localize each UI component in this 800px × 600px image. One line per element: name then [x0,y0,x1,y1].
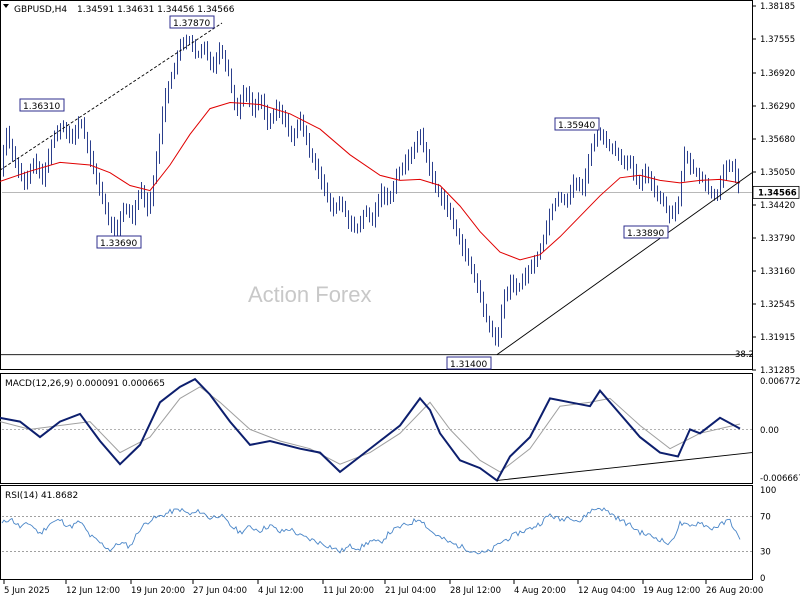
annotation-label: 1.37870 [173,19,210,29]
trendline[interactable] [0,22,223,171]
annotation-box [169,15,215,29]
rsi-panel[interactable] [0,485,753,580]
price-annotation: 1.36310 [19,98,65,112]
macd-line [0,377,741,482]
time-axis-label: 28 Jul 12:00 [450,586,501,596]
rsi-axis-label: 100 [760,486,776,496]
time-axis-label: 4 Jul 12:00 [258,586,304,596]
macd-axis-label: 0.00 [760,426,779,436]
price-axis-label: 1.38185 [760,2,795,12]
rsi-line [1,507,741,555]
time-axis-label: 19 Jun 20:00 [131,586,185,596]
time-axis-label: 27 Jun 04:00 [193,586,247,596]
watermark: Action Forex [248,282,372,307]
annotation-label: 1.35940 [558,121,595,131]
time-axis-label: 11 Jul 20:00 [323,586,374,596]
price-axis-label: 1.33790 [760,234,795,244]
annotation-box [623,225,669,239]
macd-signal-line [0,386,741,473]
time-axis-label: 19 Aug 12:00 [643,586,700,596]
annotation-label: 1.31400 [450,360,487,370]
price-annotation: 1.33690 [96,235,142,249]
macd-axis-label: 0.006772 [760,377,800,387]
trendline[interactable] [496,172,753,356]
annotation-box [446,356,492,370]
fib-level-label: 38.2 [735,350,754,360]
price-annotation: 1.37870 [169,15,215,29]
rsi-title: RSI(14) 41.8682 [5,491,78,501]
time-axis-label: 26 Aug 20:00 [706,586,763,596]
annotation-box [554,117,600,131]
macd-panel[interactable] [0,373,753,484]
time-axis-label: 12 Jun 12:00 [66,586,120,596]
annotation-label: 1.33890 [627,229,664,239]
rsi-axis-label: 30 [760,548,771,558]
chart-ohlc: 1.34591 1.34631 1.34456 1.34566 [77,5,235,15]
price-axis-label: 1.37555 [760,35,795,45]
price-annotation: 1.35940 [554,117,600,131]
price-axis-label: 1.36290 [760,102,795,112]
time-axis-label: 21 Jul 04:00 [385,586,436,596]
macd-title: MACD(12,26,9) 0.000091 0.000665 [5,379,165,389]
price-axis-label: 1.35050 [760,168,795,178]
chart-symbol: GBPUSD,H4 [14,5,67,15]
macd-trendline[interactable] [496,452,753,481]
price-annotation: 1.33890 [623,225,669,239]
annotation-box [96,235,142,249]
price-annotation: 1.31400 [446,356,492,370]
price-axis-label: 1.34420 [760,201,795,211]
rsi-axis-label: 0 [760,574,765,584]
macd-axis-label: -0.006667 [760,474,800,484]
price-panel[interactable] [0,0,753,370]
triangle-down-icon[interactable] [3,4,9,8]
current-price-tag [752,185,800,199]
time-axis-label: 4 Aug 20:00 [514,586,566,596]
price-axis-label: 1.33160 [760,267,795,277]
time-axis-label: 5 Jun 2025 [4,586,50,596]
annotation-box [19,98,65,112]
price-axis-label: 1.32545 [760,300,795,310]
current-price-label: 1.34566 [758,188,797,198]
moving-average-line [0,101,741,261]
rsi-axis-label: 70 [760,512,771,522]
price-axis-label: 1.31915 [760,333,795,343]
annotation-label: 1.33690 [100,239,137,249]
time-axis-label: 12 Aug 04:00 [578,586,635,596]
price-axis-label: 1.31285 [760,366,795,376]
price-axis-label: 1.36920 [760,69,795,79]
price-axis-label: 1.35680 [760,135,795,145]
annotation-label: 1.36310 [23,102,60,112]
